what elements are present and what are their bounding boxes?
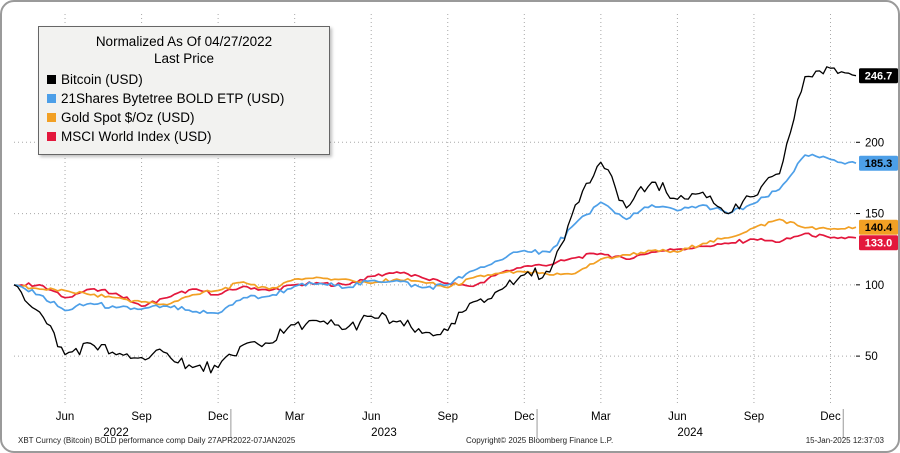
axis-badge-value: 246.7 xyxy=(865,71,893,83)
legend-box: Normalized As Of 04/27/2022 Last Price B… xyxy=(38,26,330,155)
series-line-1 xyxy=(13,218,857,306)
x-tick-label: Dec xyxy=(208,411,229,423)
x-tick-label: Mar xyxy=(285,411,305,423)
axis-badge-185.3 xyxy=(859,155,898,171)
axis-badge-value: 185.3 xyxy=(865,158,893,170)
footer-chart-description: XBT Curncy (Bitcoin) BOLD performance co… xyxy=(18,436,296,445)
axis-badge-value: 133.0 xyxy=(865,238,893,250)
year-label: 2023 xyxy=(371,427,397,439)
axis-badge-133.0 xyxy=(859,235,898,251)
year-label: 2022 xyxy=(103,427,129,439)
legend-label-bitcoin: Bitcoin (USD) xyxy=(61,72,143,87)
axis-badge-value: 140.4 xyxy=(865,222,893,234)
legend-item-msci: MSCI World Index (USD) xyxy=(47,127,321,146)
series-line-0 xyxy=(13,232,857,308)
footer-copyright: Copyright© 2025 Bloomberg Finance L.P. xyxy=(466,436,614,445)
legend-swatch-msci xyxy=(47,132,56,141)
y-tick-label: 100 xyxy=(865,280,884,292)
y-axis-labels: 50 100 150 200 xyxy=(856,137,884,363)
legend-swatch-gold xyxy=(47,113,56,122)
x-tick-label: Dec xyxy=(820,411,841,423)
y-tick-label: 150 xyxy=(865,209,884,221)
legend-item-gold: Gold Spot $/Oz (USD) xyxy=(47,108,321,127)
y-tick-label: 200 xyxy=(865,137,884,149)
legend-swatch-bold-etp xyxy=(47,94,56,103)
footer-bar: XBT Curncy (Bitcoin) BOLD performance co… xyxy=(2,436,898,448)
legend-item-bold-etp: 21Shares Bytetree BOLD ETP (USD) xyxy=(47,89,321,108)
legend-subtitle: Last Price xyxy=(153,51,215,66)
x-tick-label: Mar xyxy=(591,411,611,423)
legend-label-msci: MSCI World Index (USD) xyxy=(61,129,212,144)
x-tick-label: Jun xyxy=(362,411,381,423)
legend-swatch-bitcoin xyxy=(47,75,56,84)
y-tick-label: 50 xyxy=(865,351,878,363)
legend-label-bold-etp: 21Shares Bytetree BOLD ETP (USD) xyxy=(61,91,285,106)
x-tick-label: Sep xyxy=(744,411,764,423)
x-tick-label: Jun xyxy=(56,411,75,423)
year-label: 2024 xyxy=(677,427,703,439)
x-tick-label: Jun xyxy=(668,411,687,423)
gridlines xyxy=(14,14,856,406)
series-line-3 xyxy=(13,66,857,374)
legend-item-bitcoin: Bitcoin (USD) xyxy=(47,70,321,89)
legend-label-gold: Gold Spot $/Oz (USD) xyxy=(61,110,195,125)
x-tick-label: Sep xyxy=(438,411,458,423)
legend-title: Normalized As Of 04/27/2022 xyxy=(95,34,273,49)
footer-timestamp: 15-Jan-2025 12:37:03 xyxy=(805,436,884,445)
x-tick-label: Dec xyxy=(514,411,535,423)
axis-badge-140.4 xyxy=(859,219,898,235)
x-tick-label: Sep xyxy=(131,411,151,423)
axis-badge-246.7 xyxy=(859,68,898,84)
last-price-badges: 246.7 185.3 140.4 133.0 xyxy=(859,68,898,251)
legend-items: Bitcoin (USD) 21Shares Bytetree BOLD ETP … xyxy=(47,70,321,146)
x-axis-labels: Jun Sep Dec Mar Jun Sep Dec Mar Jun Sep Dec 2022 202… xyxy=(56,409,844,439)
series-line-2 xyxy=(13,153,857,315)
